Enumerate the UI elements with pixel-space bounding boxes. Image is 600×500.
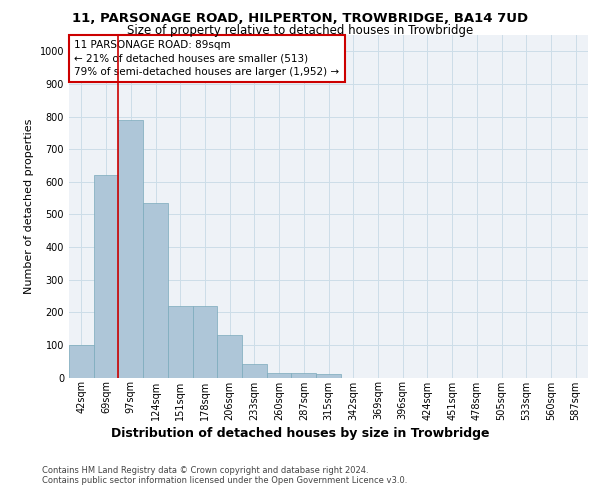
Y-axis label: Number of detached properties: Number of detached properties — [24, 118, 34, 294]
Text: Distribution of detached houses by size in Trowbridge: Distribution of detached houses by size … — [111, 428, 489, 440]
Bar — [69, 345, 94, 378]
Bar — [143, 203, 168, 378]
Bar — [267, 372, 292, 378]
Bar — [118, 120, 143, 378]
Bar — [292, 374, 316, 378]
Bar — [193, 306, 217, 378]
Bar — [168, 306, 193, 378]
Bar — [316, 374, 341, 378]
Text: 11, PARSONAGE ROAD, HILPERTON, TROWBRIDGE, BA14 7UD: 11, PARSONAGE ROAD, HILPERTON, TROWBRIDG… — [72, 12, 528, 24]
Bar — [94, 176, 118, 378]
Bar — [242, 364, 267, 378]
Text: 11 PARSONAGE ROAD: 89sqm
← 21% of detached houses are smaller (513)
79% of semi-: 11 PARSONAGE ROAD: 89sqm ← 21% of detach… — [74, 40, 340, 76]
Text: Size of property relative to detached houses in Trowbridge: Size of property relative to detached ho… — [127, 24, 473, 37]
Bar — [217, 335, 242, 378]
Text: Contains HM Land Registry data © Crown copyright and database right 2024.
Contai: Contains HM Land Registry data © Crown c… — [42, 466, 407, 485]
